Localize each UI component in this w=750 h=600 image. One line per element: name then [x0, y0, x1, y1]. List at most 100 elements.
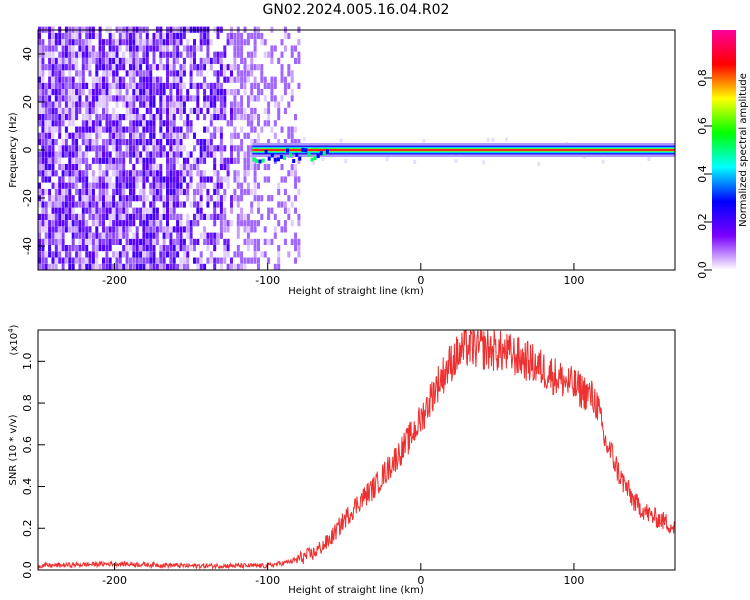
spectrogram-cell	[257, 120, 260, 127]
spectrogram-cell	[250, 238, 254, 245]
spectrogram-cell	[250, 82, 254, 89]
spectrogram-cell	[41, 251, 45, 258]
spectrogram-cell	[54, 95, 58, 102]
spectrogram-cell	[169, 170, 173, 177]
spectrogram-cell	[122, 251, 126, 258]
spectrogram-cell	[297, 39, 301, 46]
spectrogram-cell	[139, 89, 143, 96]
spectrogram-cell	[233, 251, 237, 258]
spectrogram-cell	[196, 182, 200, 189]
spectrogram-cell	[186, 120, 190, 127]
spectrogram-cell	[166, 107, 169, 114]
spectrogram-cell	[155, 207, 159, 214]
spectrogram-cell	[54, 45, 58, 52]
spectrogram-cell	[152, 51, 156, 58]
spectrogram-cell	[71, 76, 75, 83]
spectrogram-cell	[51, 263, 55, 270]
spectrogram-cell	[287, 64, 291, 71]
spectrogram-cell	[44, 107, 48, 114]
spectrogram-cell	[105, 188, 109, 196]
spectrogram-cell	[129, 170, 132, 177]
spectrogram-cell	[186, 213, 190, 220]
spectrogram-cell	[240, 82, 244, 89]
spectrogram-cell	[91, 251, 95, 258]
spectrogram-cell	[58, 157, 62, 164]
spectrogram-cell	[51, 126, 55, 133]
spectrogram-cell	[166, 188, 169, 196]
spectrogram-cell	[233, 170, 237, 177]
spectrogram-cell	[132, 220, 136, 227]
spectrogram-cell	[71, 226, 75, 233]
spectrogram-cell	[118, 139, 122, 146]
spectrogram-cell	[81, 226, 85, 233]
spectrogram-cell	[129, 45, 132, 52]
spectrogram-cell	[91, 188, 95, 196]
spectrogram-cell	[64, 251, 68, 258]
spectrogram-cell	[193, 188, 196, 196]
spectrogram-cell	[149, 76, 153, 83]
x-tick-label: -100	[255, 274, 280, 287]
spectrogram-cell	[118, 45, 122, 52]
spectrogram-cell	[199, 257, 203, 264]
spectrogram-cell	[44, 120, 48, 127]
spectrogram-cell	[209, 89, 213, 96]
spectrogram-cell	[61, 188, 65, 196]
spectrogram-cell	[68, 182, 72, 189]
spectrogram-cell	[277, 114, 281, 121]
spectrogram-cell	[169, 114, 173, 121]
spectrogram-cell	[169, 126, 173, 133]
spectrogram-cell	[193, 132, 196, 139]
spectrogram-cell	[85, 257, 89, 264]
spectrogram-cell	[186, 245, 190, 252]
spectrogram-cell	[135, 176, 139, 183]
spectrogram-cell	[142, 163, 146, 171]
spectrogram-cell	[260, 64, 264, 71]
spectrogram-cell	[44, 238, 48, 245]
spectrogram-cell	[219, 226, 223, 233]
spectrogram-cell	[152, 132, 156, 139]
spectrogram-cell	[193, 82, 196, 89]
spectrogram-cell	[102, 207, 105, 214]
spectrogram-cell	[199, 251, 203, 258]
spectrogram-cell	[78, 176, 82, 183]
spectrogram-cell	[142, 201, 146, 208]
spectrogram-cell	[95, 195, 99, 202]
spectrogram-cell	[75, 114, 79, 121]
spectrogram-cell	[54, 57, 58, 64]
spectrogram-cell	[102, 64, 105, 71]
spectrogram-cell	[169, 107, 173, 114]
spectrogram-cell	[118, 82, 122, 89]
spectrogram-cell	[125, 257, 129, 264]
spectrogram-cell	[38, 51, 41, 58]
spectrogram-cell	[223, 64, 227, 71]
spectrogram-cell	[122, 157, 126, 164]
spectrogram-cell	[142, 176, 146, 183]
spectrogram-cell	[219, 139, 223, 146]
spectrogram-cell	[132, 39, 136, 46]
spectrogram-cell	[135, 238, 139, 245]
spectrogram-cell	[230, 151, 233, 158]
spectrogram-cell	[166, 39, 169, 46]
spectrogram-cell	[233, 76, 237, 83]
spectrogram-cell	[54, 245, 58, 252]
spectrogram-cell	[176, 201, 180, 208]
spectrogram-cell	[172, 182, 176, 189]
spectrogram-cell	[88, 51, 92, 58]
spectrogram-cell	[112, 120, 116, 127]
spectrogram-cell	[243, 132, 247, 139]
spectrogram-cell	[149, 226, 153, 233]
spectrogram-cell	[149, 238, 153, 245]
spectrogram-cell	[78, 220, 82, 227]
spectrogram-cell	[277, 139, 281, 146]
spectrogram-cell	[105, 195, 109, 202]
spectrogram-cell	[182, 163, 186, 171]
spectrogram-cell	[260, 39, 264, 46]
spectrogram-cell	[129, 176, 132, 183]
spectrogram-cell	[246, 157, 250, 164]
spectrogram-cell	[149, 151, 153, 158]
signal-band-layer	[252, 149, 675, 151]
spectrogram-cell	[135, 245, 139, 252]
spectrogram-cell	[75, 170, 79, 177]
spectrogram-cell	[129, 120, 132, 127]
spectrogram-cell	[182, 82, 186, 89]
